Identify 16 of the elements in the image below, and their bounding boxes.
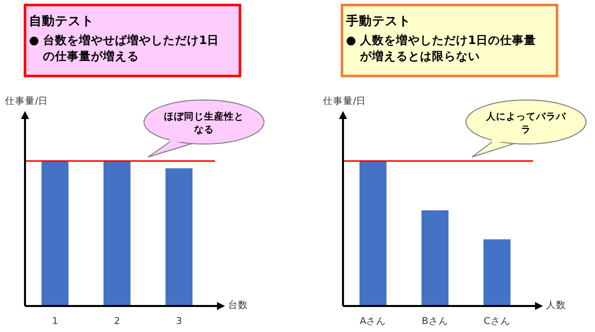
y-axis-title: 仕事量/日 <box>323 95 366 107</box>
chart-title: 自動テスト <box>29 13 94 28</box>
x-tick-label: 1 <box>52 316 58 327</box>
chart-title: 手動テスト <box>345 13 411 28</box>
x-tick-label: 3 <box>176 316 182 327</box>
x-axis-title: 人数 <box>546 300 566 311</box>
x-tick-label: Cさん <box>484 316 510 327</box>
x-tick-label: 2 <box>114 316 120 327</box>
text: 人によってバラバラ <box>485 110 567 136</box>
y-axis-title: 仕事量/日 <box>5 95 48 107</box>
x-tick-label: Aさん <box>360 316 386 327</box>
chart-subtitle: ● 台数を増やせば増やしただけ1日の仕事量が増える <box>29 33 220 63</box>
x-axis-title: 台数 <box>228 299 248 311</box>
text: ほぼ同じ生産性となる <box>164 110 244 136</box>
chart-subtitle: ● 人数を増やしただけ1日の仕事量が増えるとは限らない <box>346 33 536 63</box>
x-tick-label: Bさん <box>422 316 448 327</box>
